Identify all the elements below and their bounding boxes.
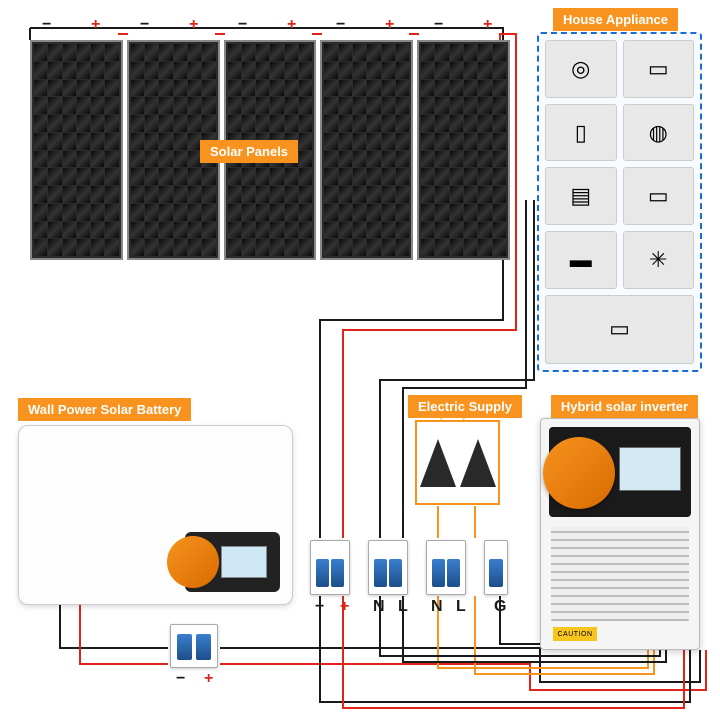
appliance-fan: ✳ [623,231,695,289]
term-neg: − [140,16,149,34]
inverter-screen [619,447,681,491]
term-pos: + [287,16,296,34]
breaker-2 [368,540,408,595]
panels-label: Solar Panels [200,140,298,163]
appliance-box: ◎▭▯◍▤▭▬✳▭ [537,32,702,372]
term-g: G [494,598,506,616]
term-b2-n: N [373,598,385,616]
breaker-3 [426,540,466,595]
breaker-solo [170,624,218,668]
appliance-cooker: ◍ [623,104,695,162]
pylon-icon [420,439,456,487]
term-b3-n: N [431,598,443,616]
breaker-row [310,540,508,595]
electric-supply-box: ⚡⚡ [415,420,500,505]
appliance-fridge: ▯ [545,104,617,162]
bms-screen [221,546,267,578]
pylon-icon [460,439,496,487]
appliance-tv: ▭ [545,295,694,364]
battery-label: Wall Power Solar Battery [18,398,191,421]
appliance-label: House Appliance [553,8,678,31]
term-b1-neg: − [315,598,324,616]
appliance-microwave: ▭ [623,167,695,225]
term-pos: + [483,16,492,34]
hybrid-inverter: CAUTION [540,418,700,650]
inverter-head [549,427,691,517]
term-pos: + [189,16,198,34]
battery-unit [18,425,293,605]
solar-panel [320,40,413,260]
breaker-4 [484,540,508,595]
inverter-vents [551,527,689,621]
appliance-washer: ◎ [545,40,617,98]
appliance-heater: ▤ [545,167,617,225]
solar-panel [417,40,510,260]
term-solo-pos: + [204,670,213,688]
term-neg: − [238,16,247,34]
term-b2-l: L [398,598,408,616]
caution-sticker: CAUTION [553,627,597,641]
term-pos: + [385,16,394,34]
inverter-dial [543,437,615,509]
breaker-1 [310,540,350,595]
term-solo-neg: − [176,670,185,688]
term-neg: − [42,16,51,34]
term-neg: − [336,16,345,34]
appliance-ac: ▬ [545,231,617,289]
appliance-oven: ▭ [623,40,695,98]
term-b1-pos: + [340,598,349,616]
inverter-label: Hybrid solar inverter [551,395,698,418]
term-pos: + [91,16,100,34]
solar-panel [30,40,123,260]
supply-label: Electric Supply [408,395,522,418]
term-neg: − [434,16,443,34]
battery-bms [185,532,280,592]
term-b3-l: L [456,598,466,616]
